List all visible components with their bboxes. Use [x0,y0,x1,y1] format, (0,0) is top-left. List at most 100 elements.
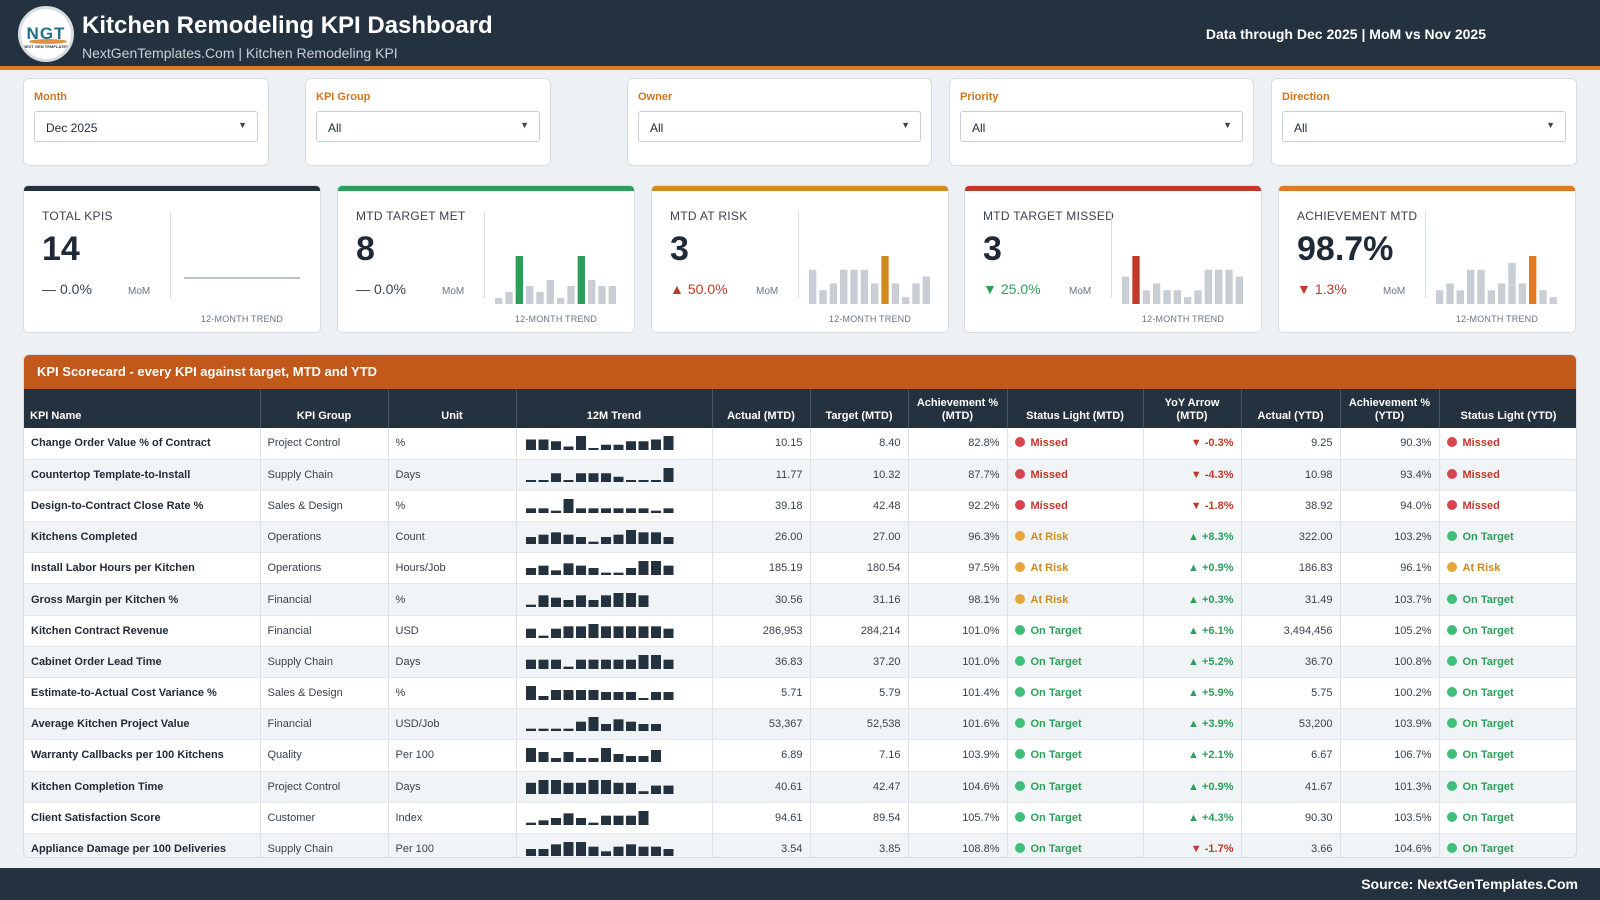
col-header[interactable]: Achievement % (YTD) [1340,389,1440,428]
kpi-group: Financial [260,615,389,647]
trend-bar [625,692,636,701]
col-header[interactable]: Target (MTD) [810,389,909,428]
card-accent-bar [965,186,1261,191]
table-row[interactable]: Estimate-to-Actual Cost Variance % Sales … [24,677,1576,710]
status-mtd: On Target [1007,615,1144,647]
table-row[interactable]: Change Order Value % of Contract Project … [24,428,1576,460]
table-row[interactable]: Countertop Template-to-Install Supply Cha… [24,459,1576,491]
table-row[interactable]: Client Satisfaction Score Customer Index 94… [24,802,1576,834]
kpi-card: MTD TARGET MISSED 3 ▼ 25.0% MoM 12-MONTH TREN… [964,185,1262,333]
status-text: On Target [1030,718,1082,731]
table-row[interactable]: Kitchen Completion Time Project Control Da… [24,771,1576,803]
trend-bar [871,283,879,304]
trend-bar [600,537,611,545]
col-header[interactable]: Status Light (MTD) [1007,389,1144,428]
table-row[interactable]: Warranty Callbacks per 100 Kitchens Quali… [24,739,1576,772]
status-mtd: On Target [1007,708,1144,741]
status-dot-icon [1014,687,1025,698]
trend-bar [638,479,648,482]
achievement-ytd: 106.7% [1340,739,1440,772]
trend-bar [600,851,611,857]
table-row[interactable]: Gross Margin per Kitchen % Financial% 30.5… [24,583,1576,616]
col-header[interactable]: Status Light (YTD) [1439,389,1576,428]
yoy-arrow: ▼ -1.8% [1143,490,1242,523]
trend-bar [588,779,598,794]
trend-bar [663,692,673,701]
table-row[interactable]: Install Labor Hours per Kitchen Operation… [24,552,1576,585]
col-header[interactable]: Actual (YTD) [1241,389,1341,428]
kpi-group-dropdown[interactable]: All ▼ [316,111,540,142]
row-sparkline [525,717,661,732]
status-text: On Target [1030,687,1082,700]
trend-bar [525,686,536,701]
actual-ytd: 10.98 [1241,459,1341,491]
table-row[interactable]: Appliance Damage per 100 Deliveries Suppl… [24,833,1576,857]
table-row[interactable]: Kitchens Completed Operations Count 26.00 27… [24,521,1576,554]
trend-bar [663,436,673,451]
trend-bar [538,779,548,794]
card-delta: ▼ 25.0% [983,281,1041,297]
yoy-arrow: ▲ +2.1% [1143,739,1242,772]
month-dropdown[interactable]: Dec 2025 ▼ [34,111,258,142]
target-mtd: 10.32 [810,459,909,491]
owner-dropdown[interactable]: All ▼ [638,111,921,142]
kpi-unit: Per 100 [388,739,517,772]
col-header[interactable]: Unit [388,389,517,428]
trend-bar [563,479,573,482]
trend-bar [538,479,548,482]
status-ytd: Missed [1439,490,1576,523]
direction-dropdown[interactable]: All ▼ [1282,111,1566,142]
trend-bar [550,817,561,825]
trend-bar [575,594,586,607]
trend-bar [625,782,636,794]
kpi-name: Change Order Value % of Contract [24,428,261,460]
trend-bar [1477,269,1485,304]
yoy-arrow: ▲ +5.2% [1143,646,1242,679]
status-text: Missed [1030,499,1068,512]
trend-bar [613,534,623,545]
col-header[interactable]: KPI Name [24,389,261,428]
target-mtd: 89.54 [810,802,909,834]
mom-label: MoM [128,286,151,297]
yoy-arrow: ▲ +8.3% [1143,521,1242,554]
caret-down-icon: ▼ [1546,120,1555,130]
trend-bar [577,256,585,304]
col-header[interactable]: Actual (MTD) [712,389,811,428]
col-header[interactable]: YoY Arrow (MTD) [1143,389,1242,428]
card-value: 14 [42,230,80,268]
status-mtd: Missed [1007,428,1144,460]
status-dot-icon [1446,562,1457,573]
trend-bar [613,719,623,732]
table-row[interactable]: Kitchen Contract Revenue Financial USD 286,… [24,615,1576,647]
col-header[interactable]: KPI Group [260,389,389,428]
yoy-value: -1.7% [1204,843,1234,856]
col-header[interactable]: Achievement % (MTD) [908,389,1008,428]
kpi-unit: % [388,490,517,523]
status-dot-icon [1014,718,1025,729]
kpi-group: Sales & Design [260,490,389,523]
card-delta: ▼ 1.3% [1297,281,1347,297]
kpi-group: Financial [260,583,389,616]
trend-bar [1173,290,1181,304]
actual-mtd: 36.83 [712,646,811,679]
table-row[interactable]: Design-to-Contract Close Rate % Sales & D… [24,490,1576,523]
trend-bar [588,846,598,857]
trend-bar [546,280,554,304]
trend-bar [608,286,616,304]
table-row[interactable]: Average Kitchen Project Value Financial US… [24,708,1576,741]
trend-bar [1163,290,1171,304]
actual-ytd: 5.75 [1241,677,1341,710]
card-divider [1425,212,1426,298]
card-accent-bar [338,186,634,191]
trend-bar [625,815,636,825]
status-text: Missed [1462,468,1500,481]
logo-swoosh [29,39,67,44]
source-label: Source: NextGenTemplates.Com [1361,876,1578,892]
priority-dropdown[interactable]: All ▼ [960,111,1243,142]
table-row[interactable]: Cabinet Order Lead Time Supply Chain Days 3… [24,646,1576,679]
trend-bar [625,568,636,576]
trend-bar [1225,269,1233,304]
yoy-value: +0.3% [1202,593,1234,606]
col-header[interactable]: 12M Trend [516,389,713,428]
filter-label: KPI Group [316,91,371,103]
